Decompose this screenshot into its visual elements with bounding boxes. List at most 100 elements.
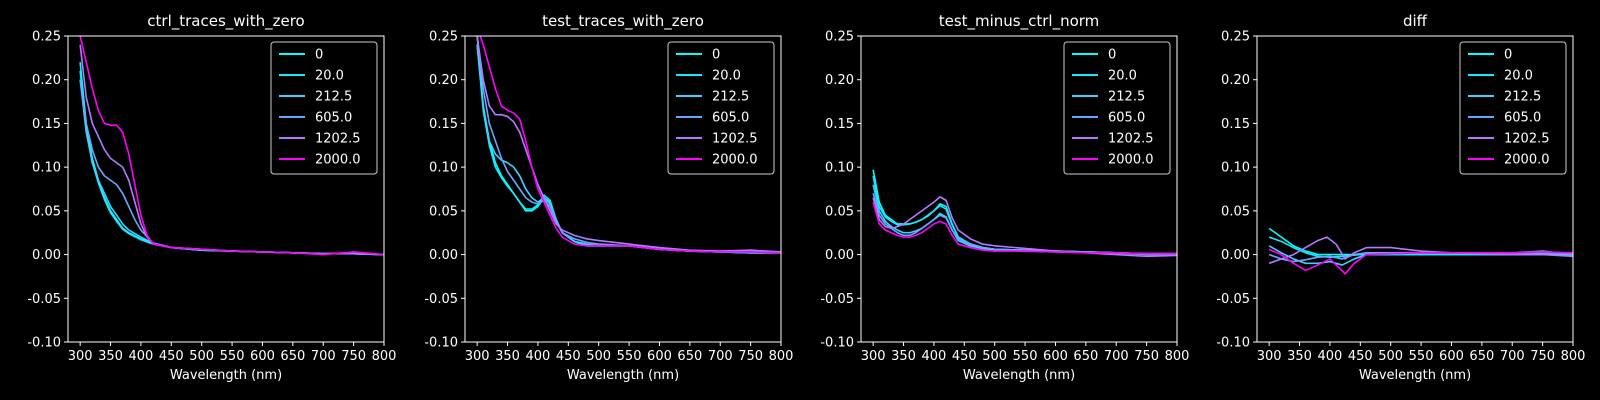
y-tick-label: 0.00	[825, 248, 854, 263]
legend-label: 2000.0	[712, 153, 758, 168]
series-line-2000-0	[872, 201, 1177, 255]
y-tick-label: 0.15	[429, 117, 458, 132]
x-tick-label: 750	[341, 349, 366, 364]
x-tick-label: 550	[220, 349, 245, 364]
series-group	[79, 36, 384, 256]
x-tick-label: 750	[738, 349, 763, 364]
chart-panel-2: 300 350 400 450 500 550 600 650 700 750 800 -0.10 -0…	[424, 12, 793, 383]
legend-label: 0	[1108, 48, 1116, 63]
x-tick-label: 600	[1439, 349, 1464, 364]
x-tick-label: 450	[1348, 349, 1373, 364]
y-tick-label: 0.00	[1221, 248, 1250, 263]
x-tick-label: 450	[556, 349, 581, 364]
legend-label: 20.0	[315, 69, 344, 84]
legend: 0 20.0 212.5 605.0 1202.5 2000.0	[1459, 41, 1567, 175]
legend: 0 20.0 212.5 605.0 1202.5 2000.0	[667, 41, 775, 175]
legend-label: 1202.5	[1504, 132, 1550, 147]
legend-label: 20.0	[712, 69, 741, 84]
legend: 0 20.0 212.5 605.0 1202.5 2000.0	[270, 41, 378, 175]
y-tick-label: 0.05	[429, 204, 458, 219]
x-tick-label: 700	[1104, 349, 1129, 364]
chart-title: test_minus_ctrl_norm	[939, 12, 1100, 31]
x-tick-label: 600	[250, 349, 275, 364]
x-tick-label: 750	[1134, 349, 1159, 364]
y-tick-label: 0.20	[825, 73, 854, 88]
x-tick-label: 350	[1287, 349, 1312, 364]
legend-label: 20.0	[1108, 69, 1137, 84]
chart-panel-1: 300 350 400 450 500 550 600 650 700 750 800 -0.10 -0…	[27, 12, 396, 383]
x-tick-label: 800	[769, 349, 794, 364]
y-tick-label: -0.05	[1216, 292, 1250, 307]
x-tick-label: 300	[1257, 349, 1282, 364]
series-line-2000-0	[479, 36, 781, 254]
plot-frame	[67, 35, 385, 343]
x-axis-label: Wavelength (nm)	[170, 368, 282, 383]
y-tick-label: 0.10	[825, 161, 854, 176]
series-line-2000-0	[79, 36, 384, 256]
y-tick-label: 0.00	[32, 248, 61, 263]
y-tick-label: 0.25	[429, 30, 458, 45]
x-tick-label: 650	[677, 349, 702, 364]
legend-label: 212.5	[712, 90, 749, 105]
legend-label: 20.0	[1504, 69, 1533, 84]
legend-label: 2000.0	[1504, 153, 1550, 168]
y-tick-label: -0.10	[1216, 336, 1250, 351]
legend-label: 605.0	[315, 111, 352, 126]
x-tick-label: 800	[372, 349, 397, 364]
x-tick-label: 650	[1073, 349, 1098, 364]
series-line-20-0	[1268, 236, 1573, 258]
series-line-1202-5	[1268, 236, 1573, 265]
x-axis-label: Wavelength (nm)	[963, 368, 1075, 383]
x-tick-label: 700	[311, 349, 336, 364]
x-tick-label: 350	[891, 349, 916, 364]
x-tick-label: 400	[1318, 349, 1343, 364]
legend-label: 1202.5	[315, 132, 361, 147]
legend-label: 0	[315, 48, 323, 63]
x-tick-label: 400	[129, 349, 154, 364]
y-tick-label: 0.05	[825, 204, 854, 219]
y-tick-label: 0.20	[1221, 73, 1250, 88]
legend-label: 0	[712, 48, 720, 63]
y-tick-label: 0.10	[429, 161, 458, 176]
legend-label: 605.0	[1108, 111, 1145, 126]
y-tick-label: -0.10	[820, 336, 854, 351]
x-tick-label: 300	[861, 349, 886, 364]
legend-label: 212.5	[1504, 90, 1541, 105]
x-tick-label: 600	[1043, 349, 1068, 364]
x-tick-label: 400	[526, 349, 551, 364]
y-tick-label: -0.05	[820, 292, 854, 307]
chart-panel-3: 300 350 400 450 500 550 600 650 700 750 800 -0.10 -0…	[820, 12, 1189, 383]
legend: 0 20.0 212.5 605.0 1202.5 2000.0	[1063, 41, 1171, 175]
series-line-1202-5	[476, 36, 781, 253]
x-tick-label: 300	[465, 349, 490, 364]
x-tick-label: 800	[1561, 349, 1586, 364]
series-group	[872, 169, 1177, 258]
chart-panel-4: 300 350 400 450 500 550 600 650 700 750 800 -0.10 -0…	[1216, 12, 1585, 383]
y-tick-label: 0.10	[1221, 161, 1250, 176]
y-tick-label: -0.10	[27, 336, 61, 351]
series-line-2000-0	[1268, 248, 1573, 275]
x-tick-label: 600	[647, 349, 672, 364]
y-tick-label: 0.15	[32, 117, 61, 132]
y-tick-label: -0.10	[424, 336, 458, 351]
legend-label: 0	[1504, 48, 1512, 63]
chart-title: diff	[1403, 12, 1428, 30]
chart-title: ctrl_traces_with_zero	[147, 12, 304, 31]
x-tick-label: 550	[1013, 349, 1038, 364]
legend-label: 1202.5	[712, 132, 758, 147]
x-tick-label: 300	[68, 349, 93, 364]
y-tick-label: 0.05	[1221, 204, 1250, 219]
plot-frame	[860, 35, 1178, 343]
x-tick-label: 400	[922, 349, 947, 364]
y-tick-label: 0.25	[32, 30, 61, 45]
x-tick-label: 550	[617, 349, 642, 364]
series-group	[476, 36, 781, 254]
x-tick-label: 700	[708, 349, 733, 364]
y-tick-label: 0.00	[429, 248, 458, 263]
y-tick-label: 0.20	[429, 73, 458, 88]
y-tick-label: 0.20	[32, 73, 61, 88]
y-tick-label: 0.25	[825, 30, 854, 45]
x-tick-label: 650	[1469, 349, 1494, 364]
x-tick-label: 450	[952, 349, 977, 364]
